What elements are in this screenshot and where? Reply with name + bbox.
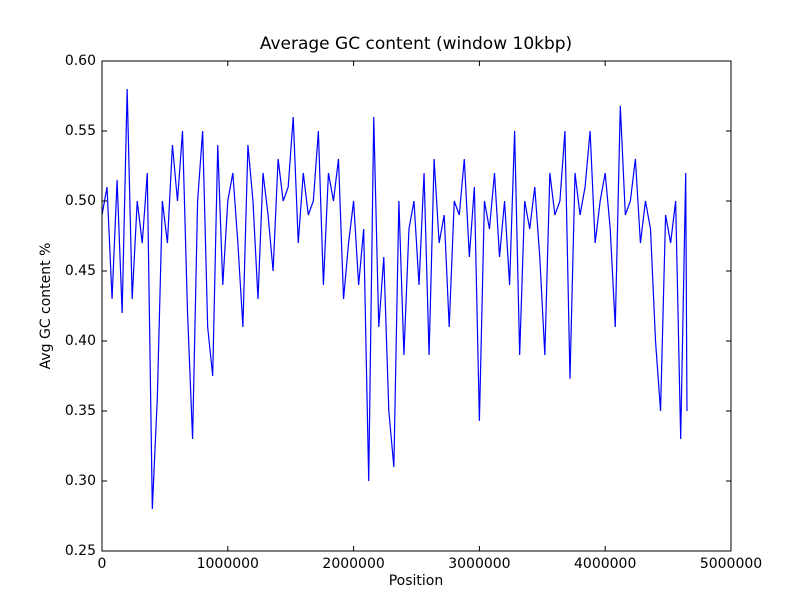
x-axis-label: Position: [389, 573, 444, 589]
y-tick-label: 0.30: [65, 473, 96, 489]
x-tick-label: 0: [98, 556, 107, 572]
y-tick-label: 0.35: [65, 403, 96, 419]
x-tick-label: 1000000: [197, 556, 259, 572]
data-line: [101, 88, 688, 510]
y-tick-label: 0.40: [65, 333, 96, 349]
y-tick-label: 0.25: [65, 543, 96, 559]
x-tick-label: 2000000: [322, 556, 384, 572]
y-axis-label: Avg GC content %: [38, 243, 54, 370]
x-tick-label: 3000000: [448, 556, 510, 572]
plot-frame: [101, 60, 732, 552]
y-tick-label: 0.45: [65, 263, 96, 279]
y-tick-label: 0.55: [65, 123, 96, 139]
y-tick-label: 0.50: [65, 193, 96, 209]
x-tick-label: 4000000: [574, 556, 636, 572]
chart-title: Average GC content (window 10kbp): [260, 34, 572, 54]
x-tick-label: 5000000: [700, 556, 762, 572]
y-tick-label: 0.60: [65, 53, 96, 69]
